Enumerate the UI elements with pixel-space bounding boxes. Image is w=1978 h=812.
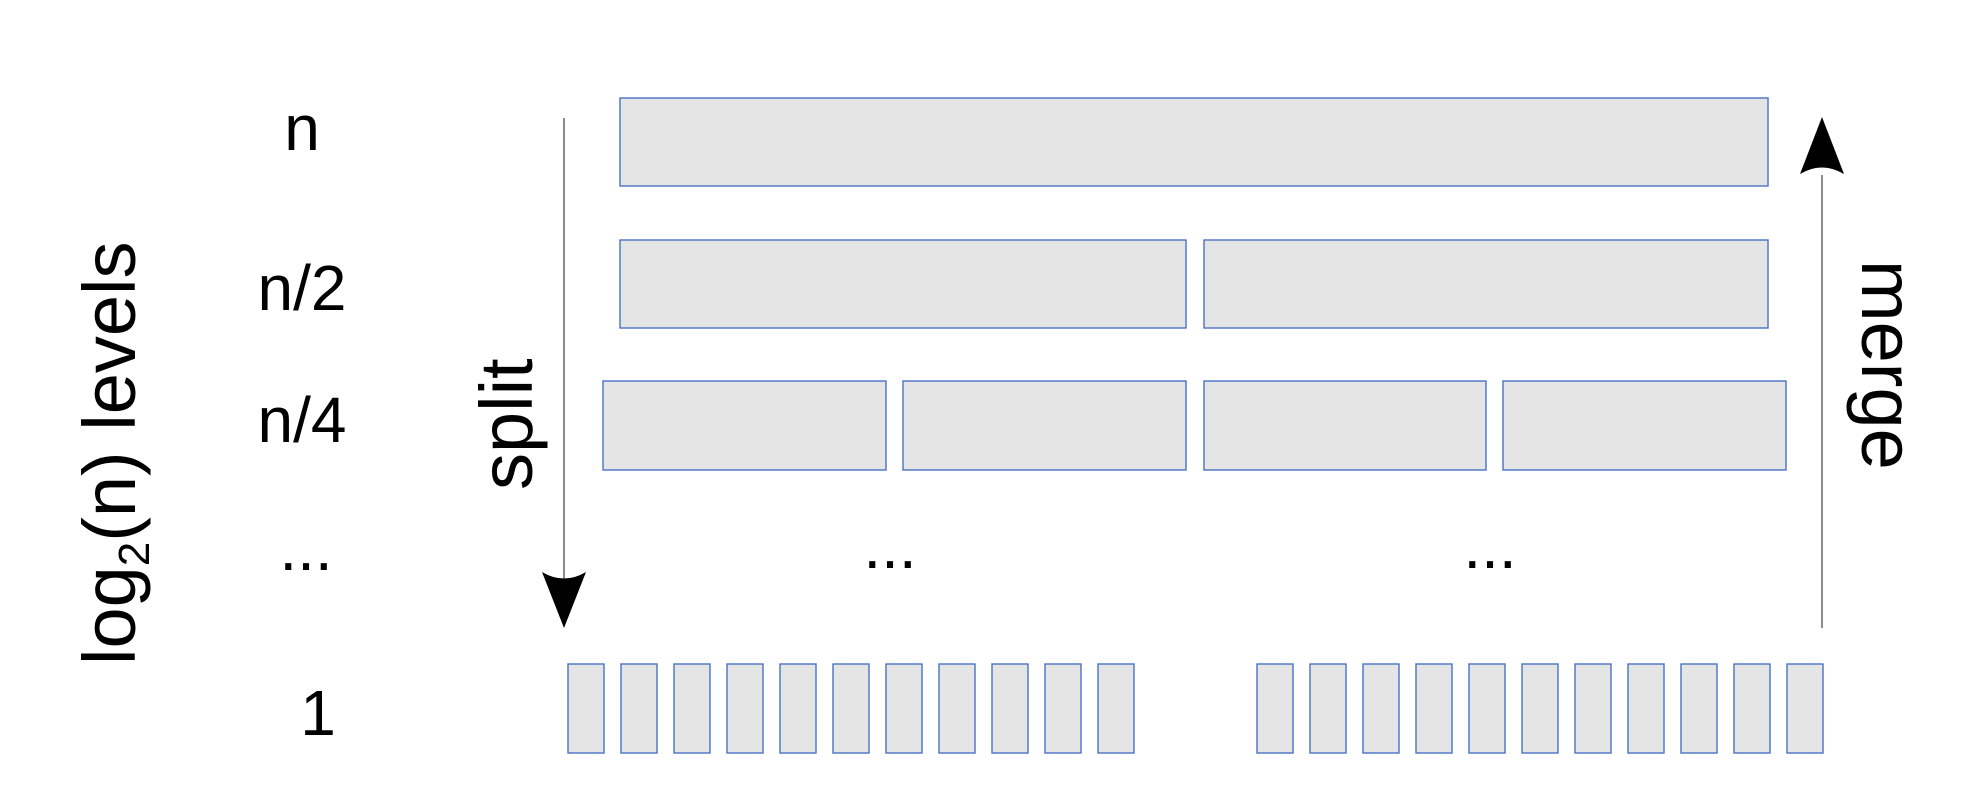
unit-block — [567, 663, 605, 754]
unit-block — [885, 663, 923, 754]
split-label: split — [465, 358, 548, 490]
level-label-one: 1 — [300, 677, 336, 749]
merge-label: merge — [1846, 260, 1929, 470]
unit-block — [1362, 663, 1400, 754]
unit-block — [620, 663, 658, 754]
level-label-n-half: n/2 — [258, 252, 347, 324]
levels-axis-subscript: 2 — [110, 542, 159, 566]
ellipsis-left: ... — [863, 510, 916, 582]
unit-block — [1097, 663, 1135, 754]
levels-axis-suffix: (n) levels — [68, 242, 151, 542]
levels-axis-prefix: log — [68, 566, 151, 665]
unit-block — [1521, 663, 1559, 754]
unit-block — [991, 663, 1029, 754]
block-level-n-quarter — [1502, 380, 1787, 471]
level-label-ellipsis: ... — [279, 512, 332, 584]
level-label-n: n — [284, 92, 320, 164]
unit-block — [938, 663, 976, 754]
block-level-n-quarter — [1203, 380, 1487, 471]
unit-block — [1627, 663, 1665, 754]
unit-block — [1786, 663, 1824, 754]
unit-block — [832, 663, 870, 754]
level-label-n-quarter: n/4 — [258, 384, 347, 456]
unit-block — [726, 663, 764, 754]
merge-arrowhead-icon — [1800, 117, 1844, 174]
unit-block — [779, 663, 817, 754]
ellipsis-right: ... — [1463, 510, 1516, 582]
block-level-n-quarter — [602, 380, 887, 471]
unit-blocks-group — [567, 663, 1824, 754]
split-arrowhead-icon — [542, 572, 586, 628]
unit-block — [1256, 663, 1294, 754]
unit-block — [1309, 663, 1347, 754]
block-level-n — [619, 97, 1769, 187]
unit-block — [673, 663, 711, 754]
block-level-n-quarter — [902, 380, 1187, 471]
unit-block — [1044, 663, 1082, 754]
unit-block — [1415, 663, 1453, 754]
unit-block — [1680, 663, 1718, 754]
unit-block — [1468, 663, 1506, 754]
block-level-n-half — [1203, 239, 1769, 329]
unit-block — [1574, 663, 1612, 754]
levels-axis-label: log2(n) levels — [68, 242, 159, 665]
unit-block — [1733, 663, 1771, 754]
block-level-n-half — [619, 239, 1187, 329]
